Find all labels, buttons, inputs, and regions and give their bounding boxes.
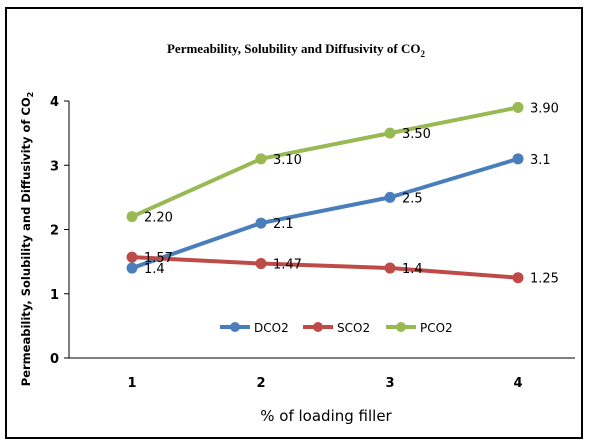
data-point-dco2 bbox=[255, 217, 267, 229]
legend-label-dco2: DCO2 bbox=[254, 321, 289, 335]
data-label-sco2: 1.25 bbox=[530, 272, 559, 287]
data-point-pco2 bbox=[512, 101, 524, 113]
data-label-sco2: 1.57 bbox=[144, 251, 173, 266]
data-label-pco2: 3.90 bbox=[530, 101, 559, 116]
y-axis-label-subscript: 2 bbox=[26, 92, 35, 98]
legend-marker-dco2 bbox=[230, 322, 240, 332]
x-tick-label: 4 bbox=[513, 376, 522, 391]
chart-title-main: Permeability, Solubility and Diffusivity… bbox=[167, 41, 421, 56]
y-ticks: 0 1 2 3 4 bbox=[50, 95, 69, 367]
chart-title: Permeability, Solubility and Diffusivity… bbox=[167, 41, 426, 59]
data-label-sco2: 1.47 bbox=[273, 258, 302, 273]
x-tick-label: 3 bbox=[385, 376, 394, 391]
data-label-dco2: 3.1 bbox=[530, 153, 551, 168]
legend-marker-pco2 bbox=[396, 322, 406, 332]
data-labels: 1.4 2.1 2.5 3.1 1.57 1.47 1.4 1.25 2.20 3.10 3.50 3… bbox=[144, 101, 559, 286]
y-tick-label: 2 bbox=[50, 224, 59, 239]
data-label-dco2: 2.1 bbox=[273, 217, 294, 232]
series-layer bbox=[126, 101, 524, 284]
legend-label-pco2: PCO2 bbox=[420, 321, 453, 335]
data-point-sco2 bbox=[126, 251, 138, 263]
legend-label-sco2: SCO2 bbox=[337, 321, 370, 335]
data-label-pco2: 3.10 bbox=[273, 153, 302, 168]
y-axis-label-main: Permeability, Solubility and Diffusivity… bbox=[19, 97, 33, 386]
line-chart: Permeability, Solubility and Diffusivity… bbox=[19, 41, 575, 425]
chart-frame: Permeability, Solubility and Diffusivity… bbox=[5, 7, 583, 439]
data-point-dco2 bbox=[126, 262, 138, 274]
data-point-sco2 bbox=[512, 272, 524, 284]
y-tick-label: 1 bbox=[50, 288, 59, 303]
series-line-pco2 bbox=[130, 105, 520, 219]
data-point-dco2 bbox=[384, 191, 396, 203]
y-tick-label: 4 bbox=[50, 95, 59, 110]
data-point-pco2 bbox=[384, 127, 396, 139]
x-axis-label: % of loading filler bbox=[260, 407, 392, 425]
data-label-pco2: 2.20 bbox=[144, 211, 173, 226]
y-tick-label: 0 bbox=[50, 352, 59, 367]
x-ticks: 1 2 3 4 bbox=[127, 376, 522, 391]
y-axis-label: Permeability, Solubility and Diffusivity… bbox=[19, 92, 35, 386]
data-point-sco2 bbox=[384, 262, 396, 274]
legend: DCO2 SCO2 PCO2 bbox=[220, 321, 453, 335]
data-point-pco2 bbox=[126, 211, 138, 223]
data-point-sco2 bbox=[255, 258, 267, 270]
x-tick-label: 1 bbox=[127, 376, 136, 391]
series-line-dco2 bbox=[130, 156, 520, 271]
data-label-dco2: 2.5 bbox=[402, 191, 423, 206]
y-tick-label: 3 bbox=[50, 159, 59, 174]
data-point-dco2 bbox=[512, 153, 524, 165]
data-label-dco2: 1.4 bbox=[144, 262, 165, 277]
chart-title-subscript: 2 bbox=[421, 49, 426, 59]
x-tick-label: 2 bbox=[256, 376, 265, 391]
legend-marker-sco2 bbox=[313, 322, 323, 332]
data-label-pco2: 3.50 bbox=[402, 127, 431, 142]
series-line-sco2 bbox=[130, 255, 520, 280]
data-label-sco2: 1.4 bbox=[402, 262, 423, 277]
data-point-pco2 bbox=[255, 153, 267, 165]
